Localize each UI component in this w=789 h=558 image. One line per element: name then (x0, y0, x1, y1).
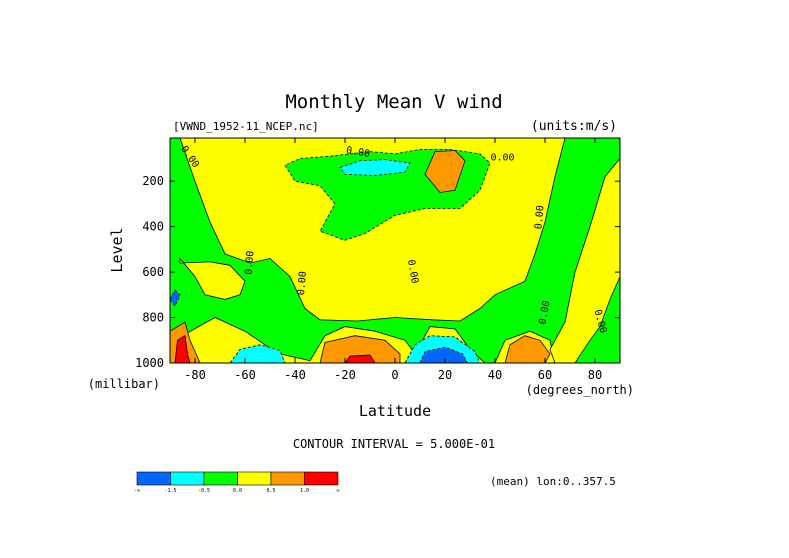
x-axis-title: Latitude (359, 402, 431, 420)
legend-swatch-0 (136, 471, 171, 486)
x-tick-label-60: 60 (538, 368, 552, 382)
contour-label-7: 0.00 (538, 300, 553, 326)
y-tick-label-800: 800 (142, 311, 164, 325)
legend-label-3: 0.0 (233, 488, 242, 494)
y-axis-title: Level (108, 227, 126, 272)
y-unit-label: (millibar) (88, 377, 160, 391)
color-legend: -∞ -1.5 -0.5 0.0 0.5 1.0 ∞ (134, 471, 340, 494)
legend-label-6: ∞ (336, 488, 339, 494)
contour-region-1 (179, 257, 246, 300)
legend-swatch-4 (270, 471, 305, 486)
x-tick-label-80: 80 (588, 368, 602, 382)
y-tick-label-1000: 1000 (135, 356, 164, 370)
contour-label-5: 0.00 (405, 259, 420, 285)
contour-label-4: 0.00 (296, 271, 309, 296)
x-tick-label--20: -20 (334, 368, 356, 382)
legend-label-1: -1.5 (164, 488, 176, 494)
y-tick-label-600: 600 (142, 265, 164, 279)
contour-label-6: 0.00 (533, 205, 546, 230)
plot-area: 0.00 0.00 0.000.000.00 0.000.000.00 0.00 -80… (135, 137, 621, 382)
contour-interval-text: CONTOUR INTERVAL = 5.000E-01 (293, 437, 495, 451)
dataset-label: [VWND_1952-11_NCEP.nc] (173, 120, 319, 133)
contour-region-10 (424, 150, 466, 193)
legend-label-5: 1.0 (300, 488, 309, 494)
x-tick-label--80: -80 (184, 368, 206, 382)
legend-swatch-1 (170, 471, 205, 486)
legend-swatch-2 (203, 471, 238, 486)
contour-label-3: 0.00 (243, 250, 256, 275)
mean-text: (mean) lon:0..357.5 (490, 475, 616, 488)
y-tick-label-200: 200 (142, 174, 164, 188)
legend-label-2: -0.5 (198, 488, 210, 494)
x-unit-label: (degrees_north) (526, 383, 634, 397)
x-tick-label-20: 20 (438, 368, 452, 382)
y-tick-label-400: 400 (142, 220, 164, 234)
contour-label-1: 0.00 (345, 145, 371, 160)
contour-region-16 (169, 289, 181, 307)
contour-region-6 (339, 159, 411, 176)
legend-swatch-5 (304, 471, 339, 486)
chart-title: Monthly Mean V wind (285, 91, 502, 113)
legend-label-0: -∞ (134, 488, 140, 494)
legend-label-4: 0.5 (266, 488, 275, 494)
x-tick-label--40: -40 (284, 368, 306, 382)
units-label: (units:m/s) (531, 119, 617, 134)
x-tick-label-40: 40 (488, 368, 502, 382)
legend-swatch-3 (237, 471, 272, 486)
x-tick-label-0: 0 (391, 368, 398, 382)
contour-label-2: 0.00 (490, 153, 514, 164)
x-tick-label--60: -60 (234, 368, 256, 382)
